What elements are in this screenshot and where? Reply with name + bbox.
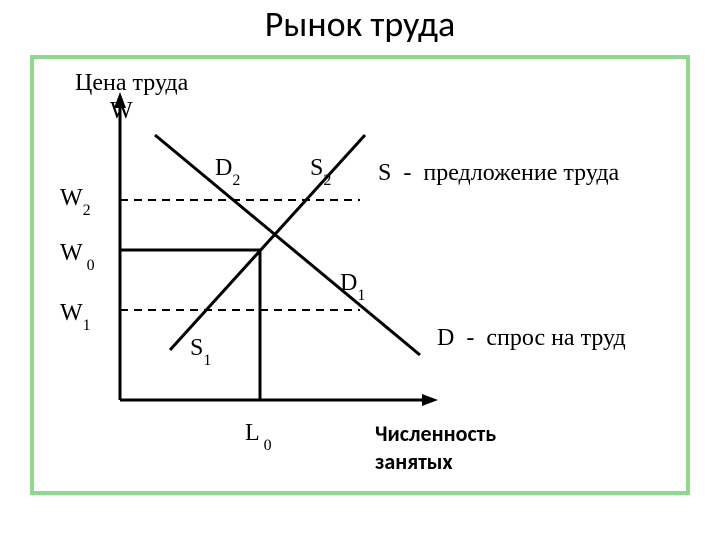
w1-sub: 1 <box>83 317 91 334</box>
d1-base: D <box>340 270 357 296</box>
y-axis-title: Цена труда <box>75 70 188 96</box>
l0-label: L0 <box>245 420 272 450</box>
s-legend-row: S - предложение труда <box>378 160 619 186</box>
w2-sub: 2 <box>83 202 91 219</box>
s1-label: S1 <box>190 335 211 365</box>
w2-label: W2 <box>60 185 91 215</box>
s1-base: S <box>190 335 203 361</box>
s1-sub: 1 <box>203 352 211 369</box>
w0-sub: 0 <box>87 257 95 274</box>
d1-label: D1 <box>340 270 365 300</box>
d-legend-row: D - спрос на труд <box>437 325 626 351</box>
d1-sub: 1 <box>357 287 365 304</box>
slide: Рынок труда Цена труда W W2 <box>0 0 720 540</box>
s-legend-text: предложение труда <box>423 160 619 186</box>
x-axis-title: Численность занятых <box>375 420 496 475</box>
w0-label: W0 <box>60 240 95 270</box>
s2-base: S <box>310 155 323 181</box>
d2-label: D2 <box>215 155 240 185</box>
s-legend-dash: - <box>403 160 411 186</box>
s2-label: S2 <box>310 155 331 185</box>
d2-base: D <box>215 155 232 181</box>
reference-lines <box>120 200 360 310</box>
supply-line <box>170 135 365 350</box>
s-legend-prefix: S <box>378 160 391 186</box>
w1-label: W1 <box>60 300 91 330</box>
w0-base: W <box>60 240 83 266</box>
d-legend-text: спрос на труд <box>486 325 625 351</box>
w2-base: W <box>60 185 83 211</box>
x-axis-title-line1: Численность <box>375 420 496 447</box>
l0-sub: 0 <box>264 437 272 454</box>
d-legend-prefix: D <box>437 325 454 351</box>
s2-sub: 2 <box>323 172 331 189</box>
y-axis-symbol: W <box>110 98 133 124</box>
d-legend-dash: - <box>466 325 474 351</box>
x-axis-title-line2: занятых <box>375 448 453 475</box>
w1-base: W <box>60 300 83 326</box>
d2-sub: 2 <box>232 172 240 189</box>
l0-base: L <box>245 420 260 446</box>
